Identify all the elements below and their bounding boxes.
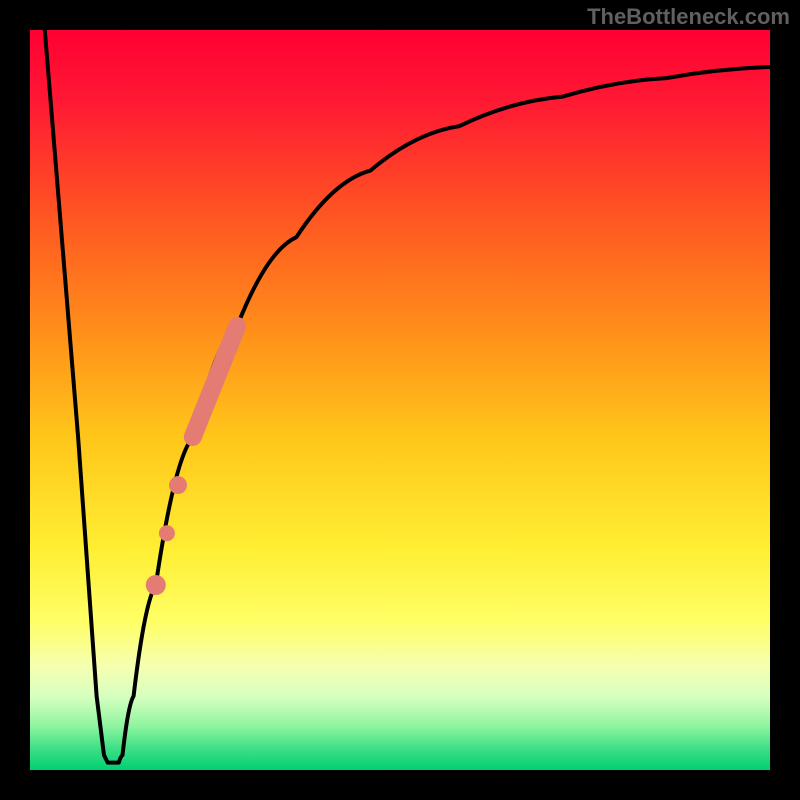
highlight-dot: [169, 476, 187, 494]
highlight-dot: [146, 575, 166, 595]
frame-bottom: [0, 770, 800, 800]
gradient-background: [30, 30, 770, 770]
frame-top: [0, 0, 800, 30]
frame-right: [770, 0, 800, 800]
chart-svg: [0, 0, 800, 800]
frame-left: [0, 0, 30, 800]
highlight-dot: [159, 525, 175, 541]
bottleneck-chart: TheBottleneck.com: [0, 0, 800, 800]
